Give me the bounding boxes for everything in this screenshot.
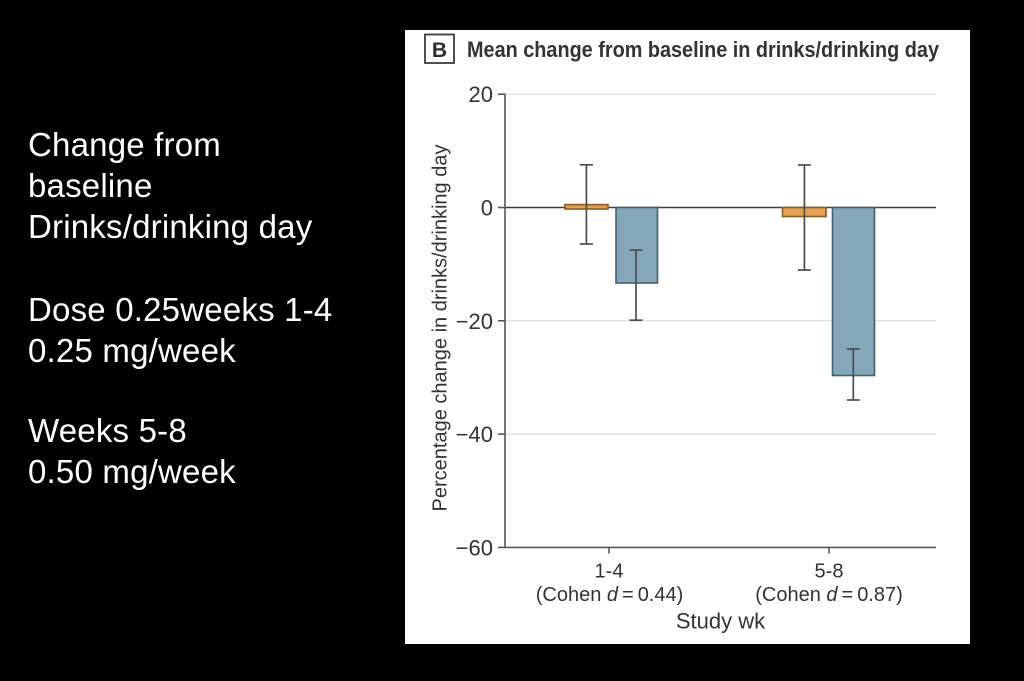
svg-text:−20: −20 xyxy=(456,309,493,334)
svg-text:20: 20 xyxy=(469,82,493,107)
svg-text:Mean change from baseline in d: Mean change from baseline in drinks/drin… xyxy=(467,37,939,62)
svg-text:(Cohen d = 0.87): (Cohen d = 0.87) xyxy=(755,584,903,606)
svg-text:−60: −60 xyxy=(456,535,493,560)
svg-text:B: B xyxy=(432,39,447,62)
svg-text:0: 0 xyxy=(481,196,493,221)
svg-text:1-4: 1-4 xyxy=(595,561,624,583)
svg-text:Percentage change in drinks/dr: Percentage change in drinks/drinking day xyxy=(430,145,452,512)
svg-text:Study wk: Study wk xyxy=(676,608,766,633)
svg-text:−40: −40 xyxy=(456,422,493,447)
svg-text:5-8: 5-8 xyxy=(815,561,844,583)
svg-text:(Cohen d = 0.44): (Cohen d = 0.44) xyxy=(536,584,684,606)
